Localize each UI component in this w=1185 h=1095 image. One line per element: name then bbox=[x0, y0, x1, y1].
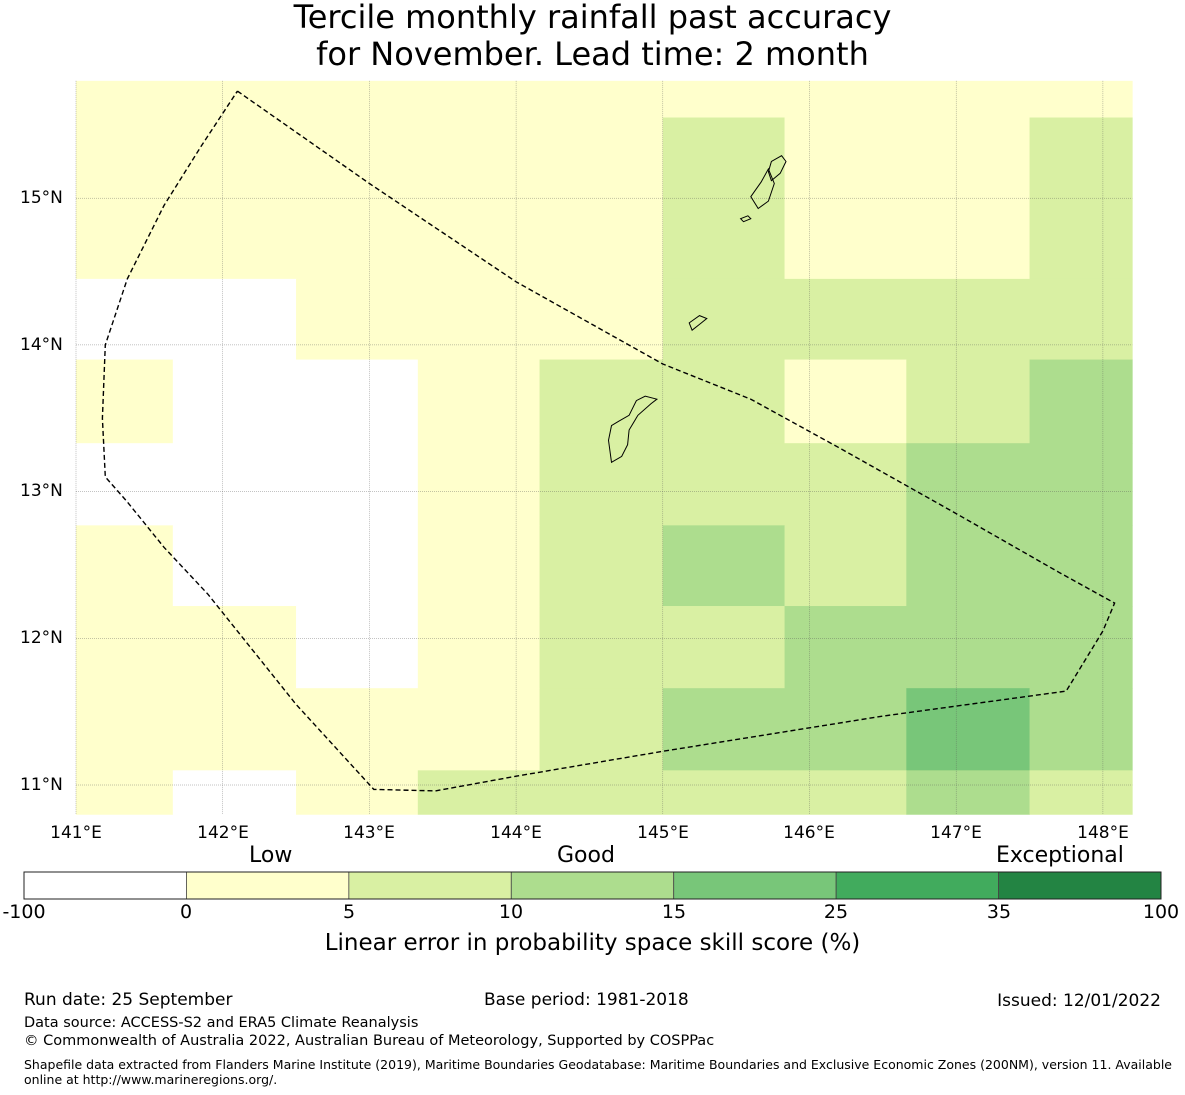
grid-cell bbox=[76, 770, 174, 815]
grid-cell bbox=[172, 359, 419, 444]
colorbar-segment bbox=[186, 871, 350, 900]
grid-cell bbox=[172, 525, 419, 607]
grid-cell bbox=[539, 443, 907, 526]
grid-cell bbox=[539, 688, 664, 771]
grid-cell bbox=[906, 359, 1030, 444]
grid-cell bbox=[1029, 117, 1133, 280]
category-low: Low bbox=[249, 843, 293, 868]
grid-cell bbox=[662, 688, 907, 771]
grid-cell bbox=[172, 770, 297, 815]
lon-label-148: 148°E bbox=[1077, 823, 1129, 843]
grid-cell bbox=[539, 525, 664, 607]
grid-cell bbox=[296, 606, 419, 689]
island-outline bbox=[739, 215, 752, 223]
lat-label-15: 15°N bbox=[20, 188, 63, 208]
grid-cell bbox=[539, 359, 785, 444]
grid-cell bbox=[906, 443, 1133, 526]
graticule bbox=[75, 80, 1133, 815]
grid-cell bbox=[662, 80, 1133, 118]
grid-cell bbox=[906, 688, 1030, 771]
lon-label-142: 142°E bbox=[197, 823, 249, 843]
island-outline bbox=[688, 315, 708, 332]
grid-cell bbox=[906, 525, 1133, 607]
data-source: Data source: ACCESS-S2 and ERA5 Climate … bbox=[24, 1015, 419, 1031]
grid-cell bbox=[296, 770, 419, 815]
grid-cell bbox=[1029, 770, 1133, 815]
grid-cell bbox=[417, 606, 540, 689]
island-outline bbox=[767, 155, 787, 182]
skill-grid bbox=[76, 80, 1133, 815]
grid-cell bbox=[76, 525, 174, 607]
colorbar-tick: 25 bbox=[823, 901, 849, 923]
shapefile-credit: Shapefile data extracted from Flanders M… bbox=[24, 1057, 1172, 1087]
eez-boundary bbox=[101, 90, 1116, 792]
grid-cell bbox=[417, 443, 540, 526]
colorbar-tick: 100 bbox=[1142, 901, 1180, 923]
colorbar-segment bbox=[835, 871, 999, 900]
map-title-line-2: for November. Lead time: 2 month bbox=[316, 35, 869, 73]
grid-cell bbox=[1029, 688, 1133, 771]
lat-label-11: 11°N bbox=[20, 775, 63, 795]
lat-label-12: 12°N bbox=[20, 628, 63, 648]
grid-cell bbox=[784, 359, 907, 444]
grid-cell bbox=[76, 443, 419, 526]
colorbar-tick: 0 bbox=[179, 901, 193, 923]
island-outline bbox=[750, 167, 775, 210]
colorbar-tick: 10 bbox=[498, 901, 524, 923]
colorbar-segment bbox=[998, 871, 1162, 900]
map-title-line-1: Tercile monthly rainfall past accuracy bbox=[293, 0, 892, 36]
grid-cell bbox=[539, 606, 785, 689]
grid-cell bbox=[1029, 359, 1133, 444]
grid-cell bbox=[662, 278, 1133, 360]
colorbar-tick: 35 bbox=[986, 901, 1012, 923]
grid-cell bbox=[76, 80, 664, 280]
colorbar bbox=[23, 871, 1162, 900]
grid-cell bbox=[76, 359, 174, 444]
lat-label-14: 14°N bbox=[20, 335, 63, 355]
colorbar-segment bbox=[510, 871, 675, 900]
base-period: Base period: 1981-2018 bbox=[484, 990, 689, 1010]
issued-date: Issued: 12/01/2022 bbox=[997, 991, 1161, 1011]
lon-label-146: 146°E bbox=[783, 823, 835, 843]
lon-label-143: 143°E bbox=[343, 823, 395, 843]
lat-label-13: 13°N bbox=[20, 481, 63, 501]
lon-label-141: 141°E bbox=[50, 823, 102, 843]
colorbar-segment bbox=[348, 871, 512, 900]
coastlines bbox=[607, 155, 787, 464]
grid-cell bbox=[784, 606, 1133, 689]
grid-cell bbox=[784, 525, 907, 607]
colorbar-segment bbox=[23, 871, 187, 900]
grid-cell bbox=[906, 770, 1030, 815]
lon-label-147: 147°E bbox=[930, 823, 982, 843]
category-exceptional: Exceptional bbox=[996, 843, 1124, 868]
colorbar-frame bbox=[23, 871, 1162, 900]
grid-cell bbox=[784, 117, 1030, 280]
colorbar-tick: -100 bbox=[2, 901, 46, 923]
grid-cell bbox=[417, 525, 540, 607]
grid-cell bbox=[417, 359, 540, 444]
colorbar-tick: 15 bbox=[661, 901, 687, 923]
colorbar-label: Linear error in probability space skill … bbox=[324, 930, 861, 956]
grid-cell bbox=[76, 606, 297, 689]
grid-cell bbox=[76, 688, 540, 771]
grid-cell bbox=[76, 278, 297, 360]
colorbar-tick: 5 bbox=[342, 901, 356, 923]
run-date: Run date: 25 September bbox=[24, 990, 233, 1010]
grid-cell bbox=[662, 525, 785, 607]
category-good: Good bbox=[557, 843, 615, 868]
grid-cell bbox=[417, 770, 907, 815]
island-outline bbox=[607, 395, 659, 464]
colorbar-segment bbox=[673, 871, 837, 900]
copyright: © Commonwealth of Australia 2022, Austra… bbox=[24, 1033, 715, 1049]
lon-label-144: 144°E bbox=[490, 823, 542, 843]
grid-cell bbox=[296, 278, 664, 360]
lon-label-145: 145°E bbox=[637, 823, 689, 843]
